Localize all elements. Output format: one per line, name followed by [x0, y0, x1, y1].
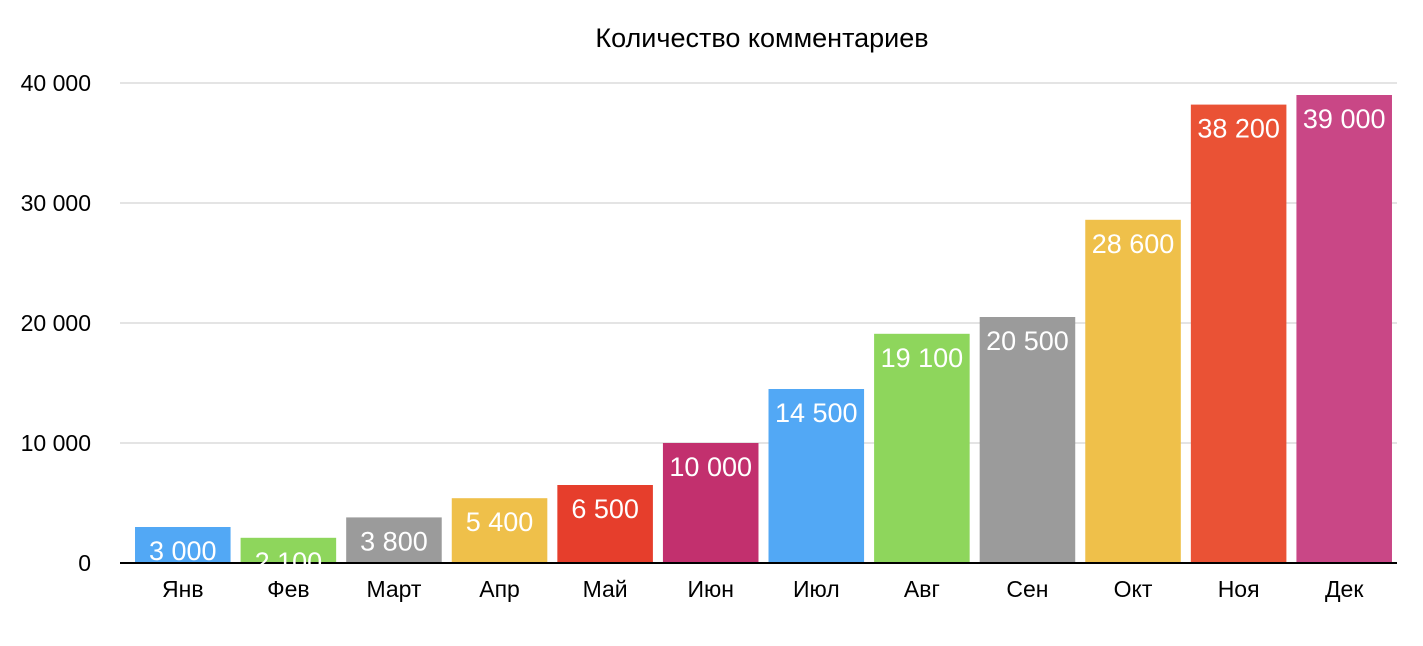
chart-title: Количество комментариев [595, 23, 928, 53]
y-tick-label: 40 000 [21, 70, 91, 96]
y-axis-ticks: 0 10 000 20 000 30 000 40 000 [21, 70, 91, 576]
x-tick-label: Март [366, 576, 421, 602]
bar-1 [135, 527, 231, 563]
data-label: 2 100 [255, 547, 323, 577]
x-tick-label: Фев [267, 576, 310, 602]
data-label: 10 000 [669, 452, 752, 482]
data-label: 3 800 [360, 526, 428, 556]
x-tick-label: Июн [687, 576, 733, 602]
bar-9 [979, 317, 1076, 563]
bars [135, 95, 1392, 564]
x-tick-label: Ноя [1218, 576, 1260, 602]
y-tick-label: 0 [78, 550, 91, 576]
data-label: 14 500 [775, 398, 858, 428]
data-label: 28 600 [1092, 229, 1175, 259]
bar-11 [1190, 104, 1287, 563]
data-labels: 3 000 2 100 3 800 5 400 6 500 10 000 14 500 19 … [149, 104, 1386, 577]
bar-12 [1296, 95, 1392, 563]
x-tick-label: Май [583, 576, 628, 602]
bar-4 [451, 498, 548, 563]
data-label: 38 200 [1197, 114, 1280, 144]
x-tick-label: Апр [479, 576, 520, 602]
bar-5 [557, 485, 653, 563]
data-label: 20 500 [986, 326, 1069, 356]
data-label: 19 100 [881, 343, 964, 373]
y-tick-label: 10 000 [21, 430, 91, 456]
data-label: 39 000 [1303, 104, 1386, 134]
x-axis-ticks: Янв Фев Март Апр Май Июн Июл Авг Сен Окт Ноя Дек [162, 576, 1364, 602]
bar-10 [1085, 219, 1181, 564]
bar-3 [346, 517, 442, 563]
x-tick-label: Июл [793, 576, 840, 602]
bar-2 [240, 537, 337, 563]
y-tick-label: 30 000 [21, 190, 91, 216]
y-tick-label: 20 000 [21, 310, 91, 336]
data-label: 5 400 [466, 507, 534, 537]
gridlines [120, 82, 1397, 444]
x-tick-label: Сен [1006, 576, 1048, 602]
data-label: 6 500 [571, 494, 639, 524]
x-tick-label: Окт [1114, 576, 1153, 602]
bar-7 [768, 389, 865, 563]
bar-8 [874, 333, 970, 563]
x-tick-label: Янв [162, 576, 204, 602]
x-tick-label: Авг [904, 576, 940, 602]
x-tick-label: Дек [1325, 576, 1364, 602]
data-label: 3 000 [149, 536, 217, 566]
bar-6 [662, 443, 759, 563]
